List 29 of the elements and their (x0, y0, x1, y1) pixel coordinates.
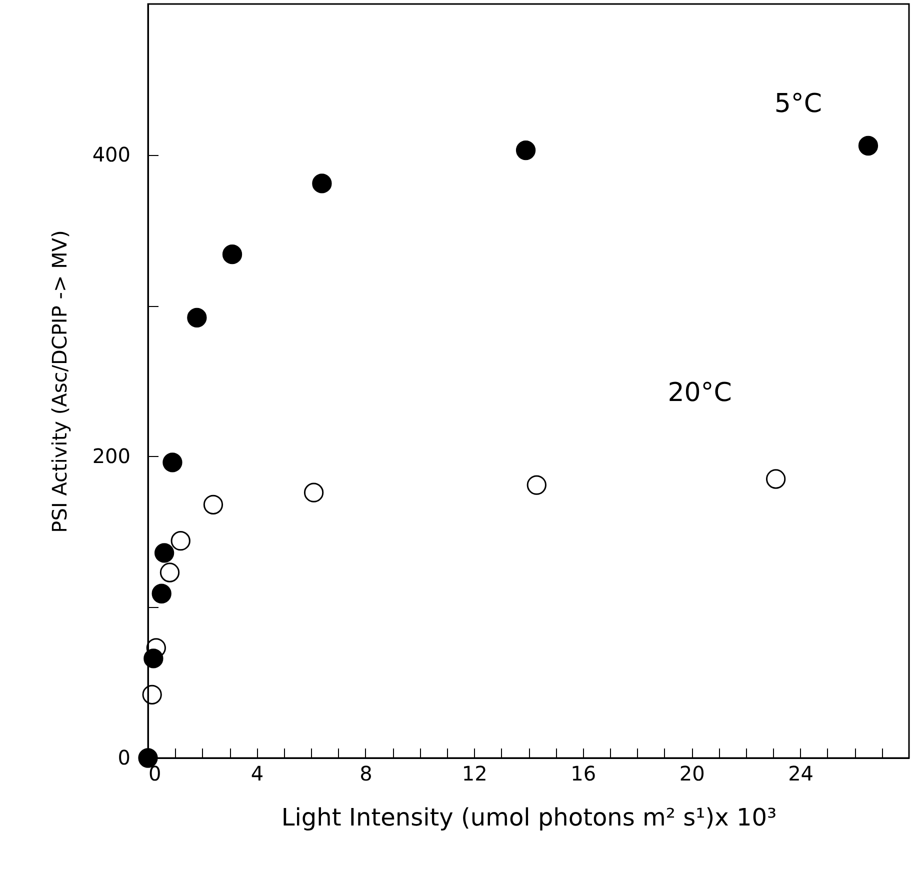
point (142, 684, 162, 704)
point (154, 543, 174, 563)
x-tick-label: 16 (570, 762, 596, 786)
point (152, 584, 172, 604)
point (858, 136, 878, 156)
x-tick-label: 24 (788, 762, 814, 786)
point (160, 562, 180, 582)
series-label: 5°C (774, 88, 822, 119)
x-tick-label: 12 (462, 762, 488, 786)
x-tick-label: 0 (148, 762, 162, 786)
y-tick-label: 0 (118, 746, 130, 770)
x-axis-title: Light Intensity (umol photons m² s¹)x 10³ (281, 804, 777, 832)
point (516, 140, 536, 160)
point (526, 475, 546, 495)
point (312, 174, 332, 194)
y-tick-label: 200 (92, 444, 130, 468)
point (170, 531, 190, 551)
point (162, 452, 182, 472)
text: 20°C (668, 378, 732, 408)
x-tick-label: 8 (360, 762, 372, 786)
point (222, 244, 242, 264)
point (203, 494, 224, 514)
x-tick-label: 4 (250, 762, 264, 786)
x-tick-label: 20 (679, 762, 705, 786)
y-axis-title: PSI Activity (Asc/DCPIP -> MV) (47, 230, 72, 533)
y-tick-label: 400 (92, 142, 130, 166)
point (187, 308, 207, 328)
point (304, 482, 324, 502)
point (766, 469, 786, 489)
